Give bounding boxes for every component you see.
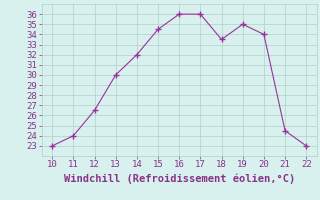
X-axis label: Windchill (Refroidissement éolien,°C): Windchill (Refroidissement éolien,°C) xyxy=(64,173,295,184)
